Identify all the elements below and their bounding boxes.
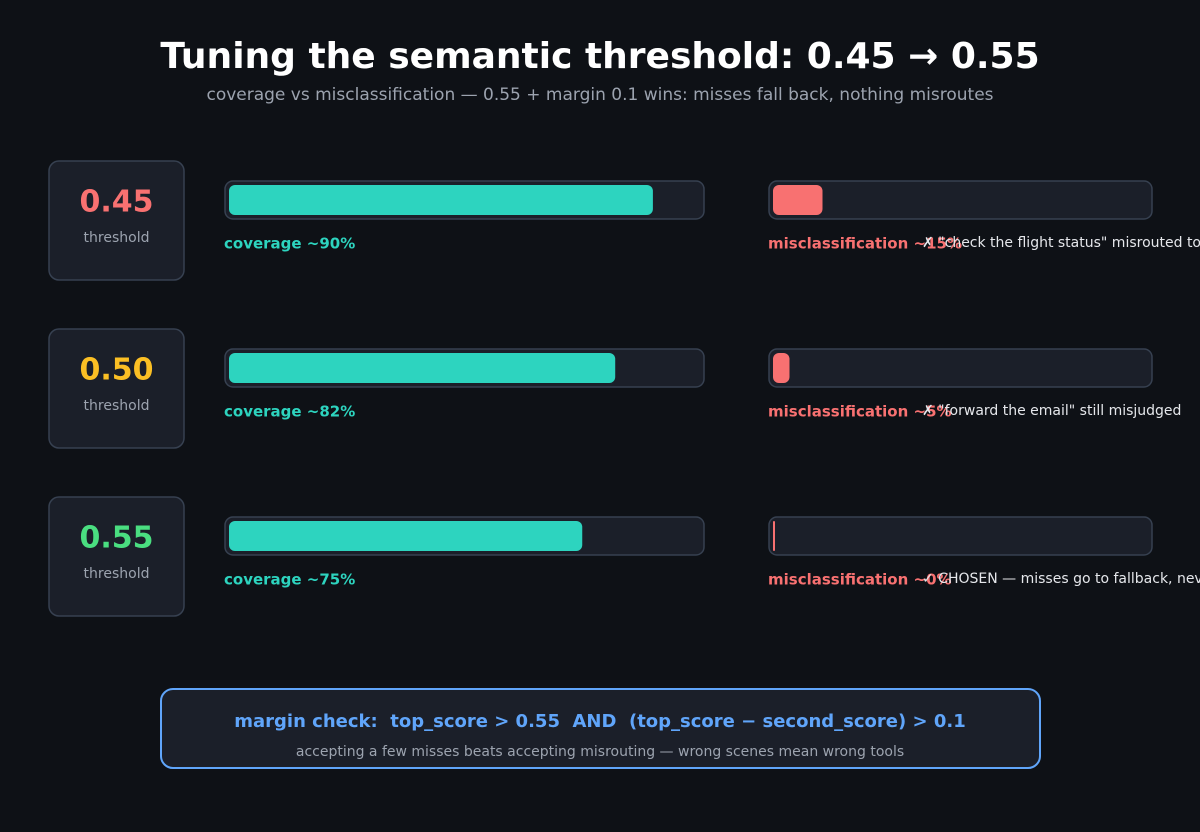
subtitle: coverage vs misclassification — 0.55 + m…	[206, 85, 993, 105]
threshold-card	[48, 328, 185, 449]
coverage-bar	[229, 185, 653, 215]
threshold-card	[48, 160, 185, 281]
threshold-value: 0.45	[79, 185, 153, 220]
margin-rule: margin check: top_score > 0.55 AND (top_…	[234, 711, 965, 732]
threshold-caption: threshold	[84, 566, 150, 582]
misclassification-track	[768, 516, 1153, 556]
row-note: ✓ CHOSEN — misses go to fallback, never	[922, 571, 1200, 587]
misclassification-bar	[773, 521, 775, 551]
coverage-bar	[229, 353, 616, 383]
row-note: ✗ "check the flight status" misrouted to	[922, 235, 1200, 251]
threshold-value: 0.50	[79, 353, 153, 388]
coverage-label: coverage ~90%	[224, 235, 355, 253]
row-note: ✗ "forward the email" still misjudged	[922, 403, 1181, 419]
margin-note: accepting a few misses beats accepting m…	[296, 744, 904, 760]
threshold-caption: threshold	[84, 230, 150, 246]
threshold-card	[48, 496, 185, 617]
threshold-value: 0.55	[79, 521, 153, 556]
misclassification-label: misclassification ~0%	[768, 571, 952, 589]
coverage-bar	[229, 521, 583, 551]
misclassification-bar	[773, 353, 790, 383]
rows: 0.45 threshold coverage ~90% misclassificat…	[48, 160, 1200, 617]
misclassification-bar	[773, 185, 823, 215]
margin-box	[160, 688, 1041, 769]
coverage-label: coverage ~82%	[224, 403, 355, 421]
title: Tuning the semantic threshold: 0.45 → 0.…	[160, 36, 1039, 77]
misclassification-track	[768, 348, 1153, 388]
misclassification-label: misclassification ~15%	[768, 235, 962, 253]
threshold-caption: threshold	[84, 398, 150, 414]
misclassification-label: misclassification ~5%	[768, 403, 952, 421]
coverage-label: coverage ~75%	[224, 571, 355, 589]
misclassification-track	[768, 180, 1153, 220]
